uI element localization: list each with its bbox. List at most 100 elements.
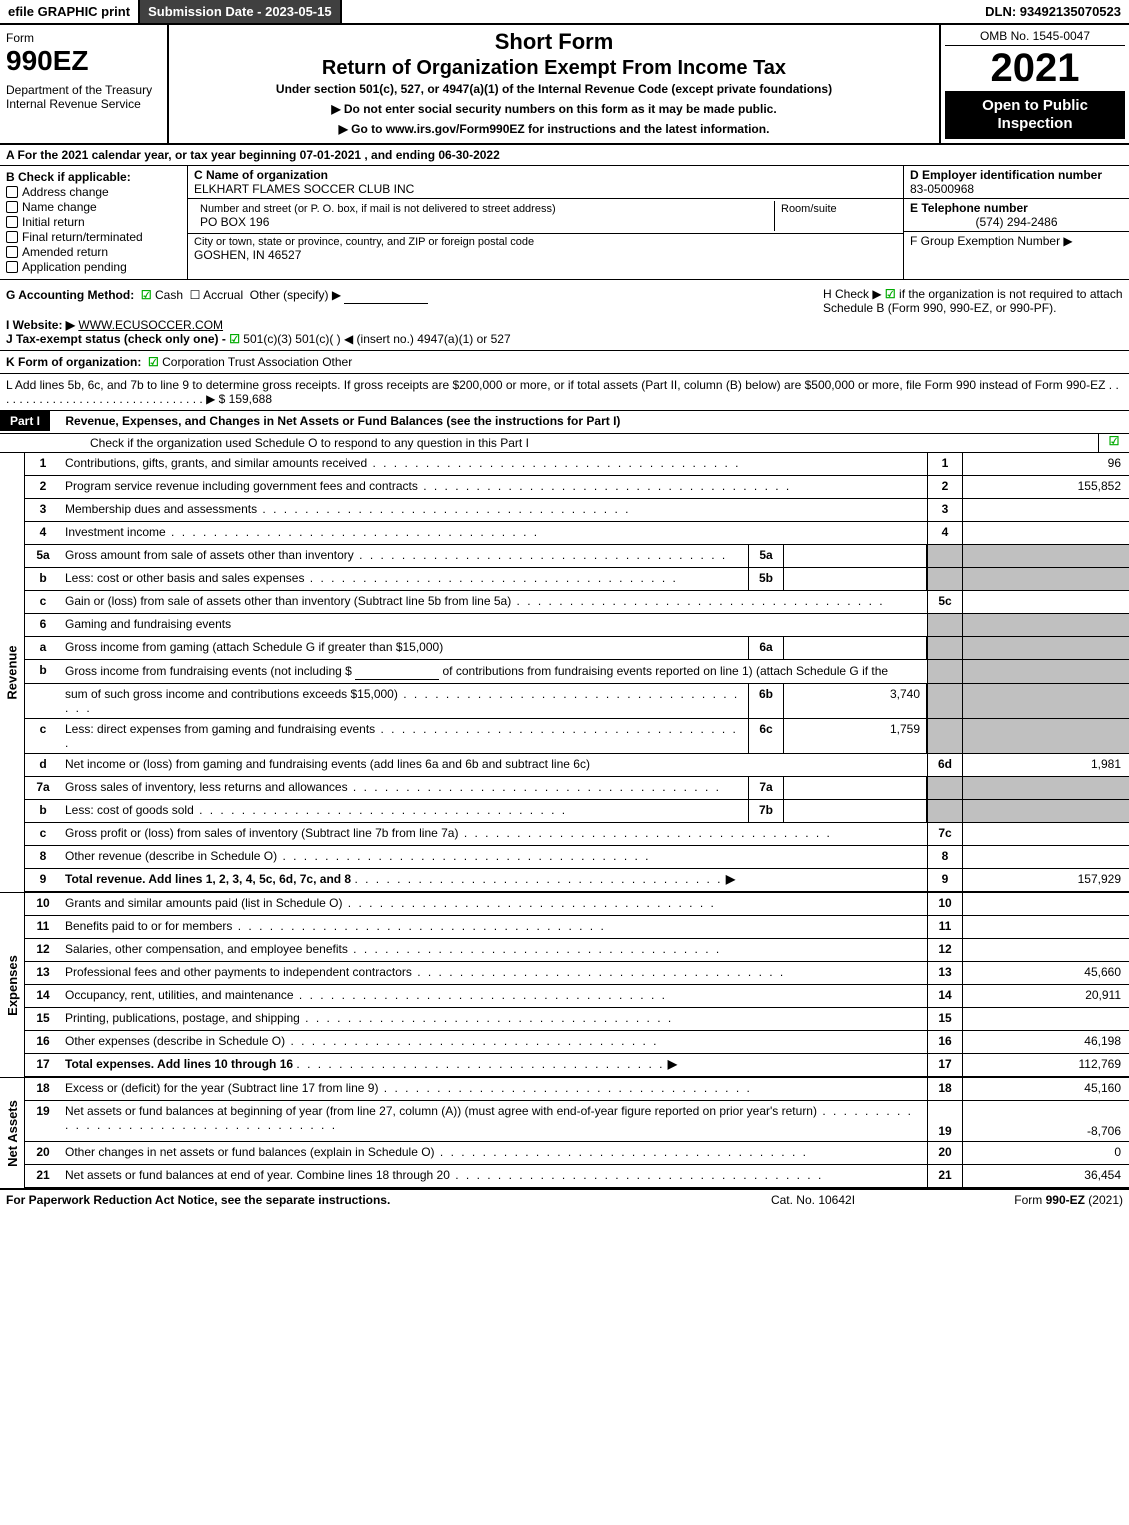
check-application-pending[interactable]: Application pending bbox=[6, 260, 181, 274]
form-ref: Form 990-EZ (2021) bbox=[923, 1193, 1123, 1207]
line-6d: dNet income or (loss) from gaming and fu… bbox=[25, 754, 1129, 777]
line-8: 8Other revenue (describe in Schedule O)8 bbox=[25, 846, 1129, 869]
form-word: Form bbox=[6, 31, 161, 45]
net-assets-section: Net Assets 18Excess or (deficit) for the… bbox=[0, 1077, 1129, 1188]
line-g: G Accounting Method: ☑ Cash ☐ Accrual Ot… bbox=[6, 287, 823, 315]
check-o-text: Check if the organization used Schedule … bbox=[0, 434, 1098, 452]
top-bar: efile GRAPHIC print Submission Date - 20… bbox=[0, 0, 1129, 25]
checkbox-icon bbox=[6, 261, 18, 273]
line-14: 14Occupancy, rent, utilities, and mainte… bbox=[25, 985, 1129, 1008]
cat-no: Cat. No. 10642I bbox=[703, 1193, 923, 1207]
check-name-change[interactable]: Name change bbox=[6, 200, 181, 214]
line-5c: cGain or (loss) from sale of assets othe… bbox=[25, 591, 1129, 614]
ein-value: 83-0500968 bbox=[910, 182, 974, 196]
inspection-box: Open to Public Inspection bbox=[945, 91, 1125, 139]
street-label: Number and street (or P. O. box, if mail… bbox=[200, 203, 768, 215]
room-suite-label: Room/suite bbox=[775, 201, 897, 231]
goto-text: ▶ Go to www.irs.gov/Form990EZ for instru… bbox=[339, 122, 770, 136]
group-exemption-label: F Group Exemption Number ▶ bbox=[910, 234, 1073, 248]
city-label: City or town, state or province, country… bbox=[194, 236, 897, 248]
expenses-section: Expenses 10Grants and similar amounts pa… bbox=[0, 892, 1129, 1077]
line-12: 12Salaries, other compensation, and empl… bbox=[25, 939, 1129, 962]
line-1: 1Contributions, gifts, grants, and simil… bbox=[25, 453, 1129, 476]
g-label: G Accounting Method: bbox=[6, 288, 134, 302]
line-20: 20Other changes in net assets or fund ba… bbox=[25, 1142, 1129, 1165]
check-initial-return[interactable]: Initial return bbox=[6, 215, 181, 229]
k-options: Corporation Trust Association Other bbox=[162, 355, 352, 369]
l-arrow: ▶ $ bbox=[206, 392, 225, 406]
header-center-col: Short Form Return of Organization Exempt… bbox=[169, 25, 941, 143]
line-4: 4Investment income4 bbox=[25, 522, 1129, 545]
efile-print-label: efile GRAPHIC print bbox=[0, 0, 140, 23]
g-other: Other (specify) ▶ bbox=[250, 288, 341, 302]
line-6: 6Gaming and fundraising events bbox=[25, 614, 1129, 637]
line-i: I Website: ▶ WWW.ECUSOCCER.COM bbox=[6, 318, 1123, 332]
j-label: J Tax-exempt status (check only one) - bbox=[6, 332, 226, 346]
line-l: L Add lines 5b, 6c, and 7b to line 9 to … bbox=[0, 374, 1129, 411]
check-amended-return[interactable]: Amended return bbox=[6, 245, 181, 259]
line-h: H Check ▶ ☑ if the organization is not r… bbox=[823, 287, 1123, 315]
line-6a: aGross income from gaming (attach Schedu… bbox=[25, 637, 1129, 660]
org-name: ELKHART FLAMES SOCCER CLUB INC bbox=[194, 182, 897, 196]
line-7b: bLess: cost of goods sold7b bbox=[25, 800, 1129, 823]
city-value: GOSHEN, IN 46527 bbox=[194, 248, 897, 262]
line-6b-amount-input[interactable] bbox=[355, 663, 439, 680]
l-value: 159,688 bbox=[229, 392, 272, 406]
short-form-title: Short Form bbox=[173, 29, 935, 55]
part1-label: Part I bbox=[0, 411, 50, 431]
col-c-org-name-address: C Name of organization ELKHART FLAMES SO… bbox=[188, 166, 904, 279]
header-left-col: Form 990EZ Department of the Treasury In… bbox=[0, 25, 169, 143]
phone-value: (574) 294-2486 bbox=[910, 215, 1123, 229]
line-9: 9Total revenue. Add lines 1, 2, 3, 4, 5c… bbox=[25, 869, 1129, 892]
form-footer: For Paperwork Reduction Act Notice, see … bbox=[0, 1188, 1129, 1210]
website-label: I Website: ▶ bbox=[6, 318, 75, 332]
g-other-input[interactable] bbox=[344, 287, 428, 304]
check-o-checkbox[interactable]: ☑ bbox=[1098, 434, 1129, 452]
revenue-side-label: Revenue bbox=[0, 453, 25, 892]
checkmark-icon: ☑ bbox=[148, 355, 159, 369]
checkmark-icon: ☑ bbox=[141, 288, 152, 302]
arrow-icon: ▶ bbox=[726, 872, 735, 886]
line-5b: bLess: cost or other basis and sales exp… bbox=[25, 568, 1129, 591]
line-6b-2: sum of such gross income and contributio… bbox=[25, 684, 1129, 719]
line-7a: 7aGross sales of inventory, less returns… bbox=[25, 777, 1129, 800]
col-b-check-applicable: B Check if applicable: Address change Na… bbox=[0, 166, 188, 279]
col-b-title: B Check if applicable: bbox=[6, 170, 131, 184]
goto-line: ▶ Go to www.irs.gov/Form990EZ for instru… bbox=[173, 122, 935, 136]
col-def: D Employer identification number 83-0500… bbox=[904, 166, 1129, 279]
h-prefix: H Check ▶ bbox=[823, 287, 882, 301]
line-19: 19Net assets or fund balances at beginni… bbox=[25, 1101, 1129, 1142]
part1-check-o-row: Check if the organization used Schedule … bbox=[0, 434, 1129, 453]
k-label: K Form of organization: bbox=[6, 355, 141, 369]
line-10: 10Grants and similar amounts paid (list … bbox=[25, 893, 1129, 916]
header-subtitle: Under section 501(c), 527, or 4947(a)(1)… bbox=[173, 82, 935, 96]
form-number: 990EZ bbox=[6, 45, 161, 77]
line-6b-1: bGross income from fundraising events (n… bbox=[25, 660, 1129, 684]
line-j: J Tax-exempt status (check only one) - ☑… bbox=[6, 332, 1123, 346]
line-a: A For the 2021 calendar year, or tax yea… bbox=[0, 145, 1129, 166]
ein-label: D Employer identification number bbox=[910, 168, 1102, 182]
line-13: 13Professional fees and other payments t… bbox=[25, 962, 1129, 985]
line-16: 16Other expenses (describe in Schedule O… bbox=[25, 1031, 1129, 1054]
line-6c: cLess: direct expenses from gaming and f… bbox=[25, 719, 1129, 754]
paperwork-notice: For Paperwork Reduction Act Notice, see … bbox=[6, 1193, 703, 1207]
check-address-change[interactable]: Address change bbox=[6, 185, 181, 199]
header-right-col: OMB No. 1545-0047 2021 Open to Public In… bbox=[941, 25, 1129, 143]
l-text: L Add lines 5b, 6c, and 7b to line 9 to … bbox=[6, 378, 1105, 392]
line-21: 21Net assets or fund balances at end of … bbox=[25, 1165, 1129, 1188]
checkmark-icon: ☑ bbox=[229, 332, 240, 346]
line-2: 2Program service revenue including gover… bbox=[25, 476, 1129, 499]
org-info-row: B Check if applicable: Address change Na… bbox=[0, 166, 1129, 280]
phone-label: E Telephone number bbox=[910, 201, 1028, 215]
omb-number: OMB No. 1545-0047 bbox=[945, 29, 1125, 46]
submission-date: Submission Date - 2023-05-15 bbox=[140, 0, 342, 23]
net-assets-side-label: Net Assets bbox=[0, 1078, 25, 1188]
form-header: Form 990EZ Department of the Treasury In… bbox=[0, 25, 1129, 145]
check-final-return[interactable]: Final return/terminated bbox=[6, 230, 181, 244]
line-7c: cGross profit or (loss) from sales of in… bbox=[25, 823, 1129, 846]
g-cash: Cash bbox=[155, 288, 183, 302]
checkmark-icon: ☑ bbox=[885, 287, 896, 301]
part1-title: Revenue, Expenses, and Changes in Net As… bbox=[53, 414, 620, 428]
line-11: 11Benefits paid to or for members11 bbox=[25, 916, 1129, 939]
dept-label: Department of the Treasury Internal Reve… bbox=[6, 83, 161, 111]
